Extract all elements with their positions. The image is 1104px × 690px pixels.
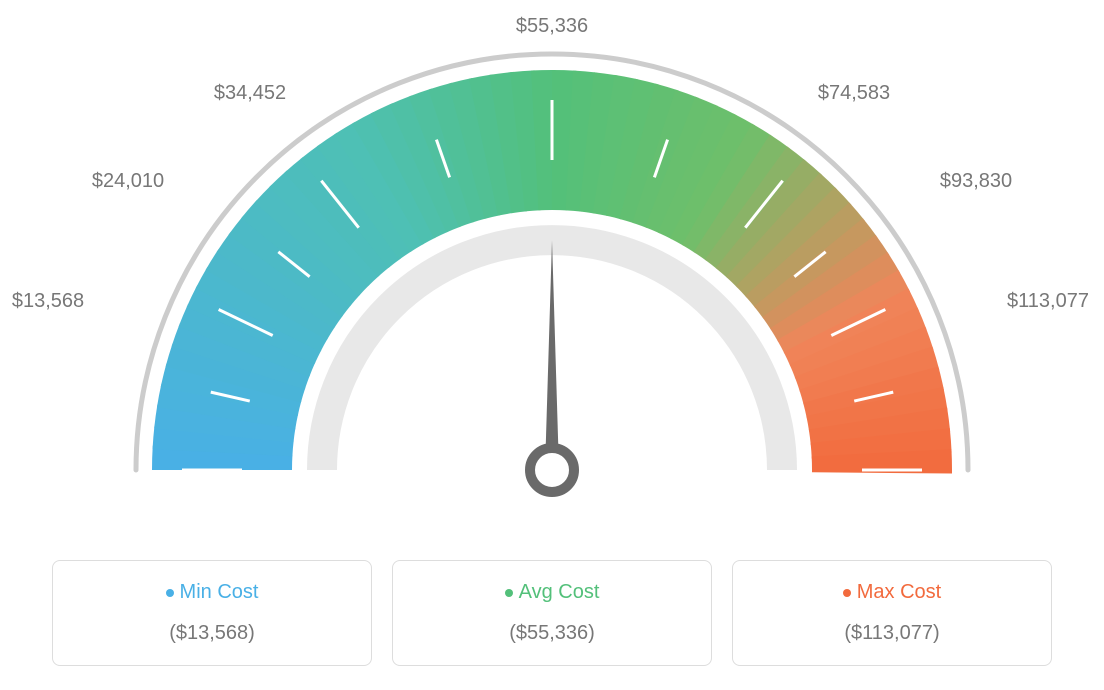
gauge-tick-label: $93,830 <box>940 170 1012 193</box>
gauge-tick-label: $55,336 <box>516 15 588 38</box>
legend-card-avg: Avg Cost ($55,336) <box>392 560 712 666</box>
legend-title-avg: Avg Cost <box>403 581 701 604</box>
legend-card-max: Max Cost ($113,077) <box>732 560 1052 666</box>
legend-title-text-max: Max Cost <box>857 581 941 603</box>
gauge-tick-label: $34,452 <box>214 82 286 105</box>
legend-value-max: ($113,077) <box>743 622 1041 645</box>
legend-title-text-avg: Avg Cost <box>519 581 600 603</box>
gauge-chart: $13,568 $24,010 $34,452 $55,336 $74,583 $93,8… <box>0 0 1104 540</box>
legend-row: Min Cost ($13,568) Avg Cost ($55,336) Ma… <box>0 540 1104 686</box>
gauge-tick-label: $13,568 <box>12 290 84 313</box>
legend-title-max: Max Cost <box>743 581 1041 604</box>
legend-title-min: Min Cost <box>63 581 361 604</box>
legend-dot-avg <box>505 589 513 597</box>
legend-dot-min <box>166 589 174 597</box>
gauge-tick-label: $24,010 <box>92 170 164 193</box>
gauge-tick-label: $113,077 <box>1007 290 1089 313</box>
legend-value-avg: ($55,336) <box>403 622 701 645</box>
legend-card-min: Min Cost ($13,568) <box>52 560 372 666</box>
legend-value-min: ($13,568) <box>63 622 361 645</box>
legend-dot-max <box>843 589 851 597</box>
legend-title-text-min: Min Cost <box>180 581 259 603</box>
gauge-svg <box>0 0 1104 540</box>
gauge-tick-label: $74,583 <box>818 82 890 105</box>
